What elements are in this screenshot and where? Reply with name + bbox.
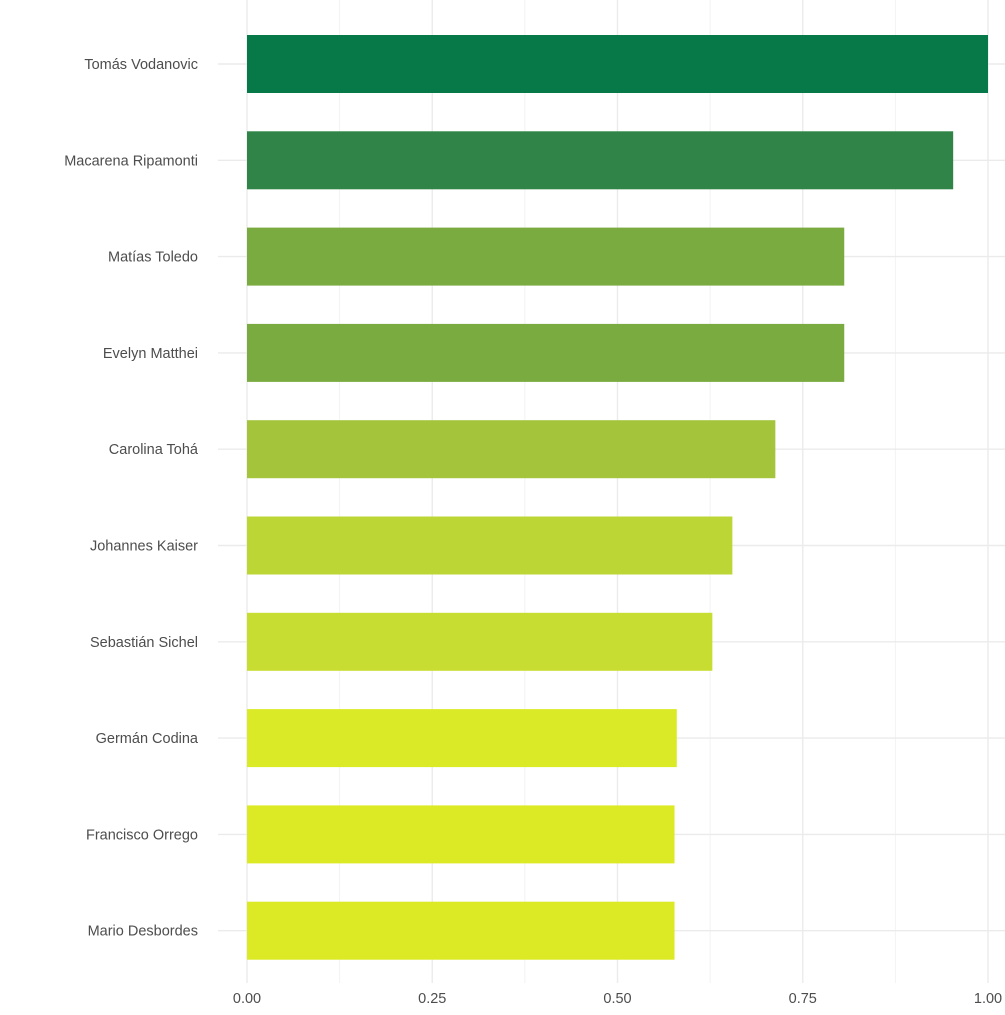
x-tick-label: 0.00 bbox=[233, 991, 261, 1007]
bar bbox=[247, 901, 675, 960]
y-tick-label: Tomás Vodanovic bbox=[84, 57, 198, 73]
y-tick-label: Francisco Orrego bbox=[86, 827, 198, 843]
bar bbox=[247, 35, 988, 93]
bar bbox=[247, 227, 845, 286]
x-tick-label: 0.50 bbox=[603, 991, 631, 1007]
y-tick-label: Sebastián Sichel bbox=[90, 635, 198, 651]
x-tick-label: 0.25 bbox=[418, 991, 446, 1007]
y-tick-label: Carolina Tohá bbox=[109, 442, 199, 458]
y-tick-label: Macarena Ripamonti bbox=[64, 153, 198, 169]
bar bbox=[247, 612, 713, 671]
bar bbox=[247, 709, 677, 768]
y-tick-label: Matías Toledo bbox=[108, 250, 198, 266]
bar bbox=[247, 516, 733, 575]
y-tick-label: Mario Desbordes bbox=[88, 924, 198, 940]
x-tick-label: 0.75 bbox=[789, 991, 817, 1007]
bars-group bbox=[247, 35, 988, 960]
y-tick-label: Johannes Kaiser bbox=[90, 539, 198, 555]
bar bbox=[247, 323, 845, 382]
x-axis-labels: 0.00 0.25 0.50 0.75 1.00 bbox=[233, 991, 1002, 1007]
y-axis-labels: Tomás Vodanovic Macarena Ripamonti Matías … bbox=[64, 57, 199, 940]
y-tick-label: Germán Codina bbox=[96, 731, 199, 747]
y-tick-label: Evelyn Matthei bbox=[103, 346, 198, 362]
x-tick-label: 1.00 bbox=[974, 991, 1002, 1007]
bar bbox=[247, 420, 776, 479]
bar bbox=[247, 131, 954, 190]
bar bbox=[247, 805, 675, 864]
